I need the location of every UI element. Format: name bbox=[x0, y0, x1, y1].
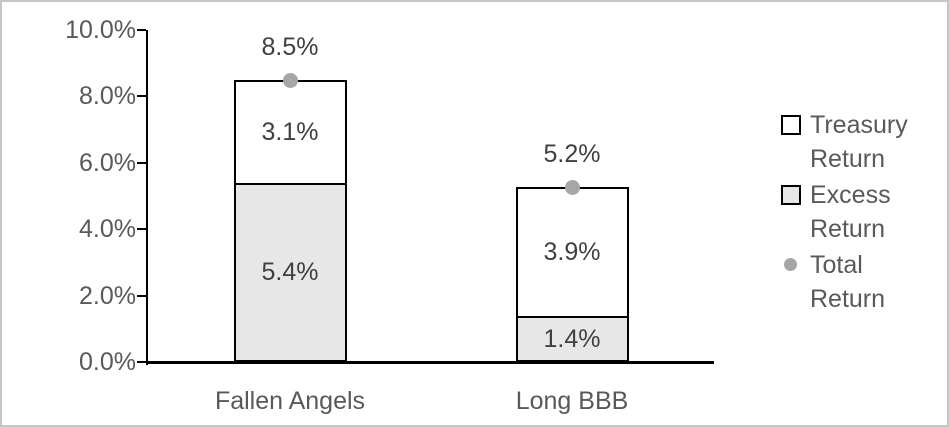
y-axis-tick bbox=[137, 228, 146, 230]
y-axis-tick bbox=[137, 162, 146, 164]
bar-segment-label: 1.4% bbox=[543, 324, 601, 353]
legend-swatch bbox=[781, 185, 801, 205]
y-axis-tick-label: 8.0% bbox=[79, 82, 136, 110]
total-return-marker bbox=[564, 180, 580, 195]
bar-segment-excess-return: 5.4% bbox=[233, 183, 347, 362]
total-return-label: 8.5% bbox=[261, 33, 319, 61]
legend-square-swatch-icon bbox=[781, 115, 801, 135]
legend-dot-swatch-icon bbox=[784, 258, 797, 271]
y-axis-tick bbox=[137, 295, 146, 297]
y-axis-tick-label: 10.0% bbox=[65, 16, 136, 44]
legend-entry-total-return: Total Return bbox=[781, 248, 947, 316]
y-axis-tick bbox=[137, 29, 146, 31]
bar-segment-treasury-return: 3.1% bbox=[233, 80, 347, 183]
legend-swatch bbox=[781, 255, 801, 275]
y-axis-tick-label: 4.0% bbox=[79, 215, 136, 243]
legend-entry-treasury-return: Treasury Return bbox=[781, 108, 947, 176]
y-axis-tick-label: 2.0% bbox=[79, 282, 136, 310]
bar-segment-treasury-return: 3.9% bbox=[515, 187, 629, 316]
x-axis-category-label: Fallen Angels bbox=[214, 387, 366, 415]
legend: Treasury Return Excess Return Total Return bbox=[781, 108, 947, 318]
total-return-marker bbox=[282, 73, 298, 88]
y-axis-line bbox=[146, 30, 148, 365]
total-return-label: 5.2% bbox=[543, 140, 601, 168]
legend-entry-label: Treasury Return bbox=[810, 111, 908, 173]
legend-entry-label: Total Return bbox=[810, 251, 886, 313]
y-axis-tick-label: 0.0% bbox=[79, 348, 136, 376]
legend-entry-label: Excess Return bbox=[810, 181, 891, 243]
bar-segment-label: 5.4% bbox=[261, 258, 319, 286]
y-axis-tick-label: 6.0% bbox=[79, 149, 136, 177]
bar-segment-label: 3.1% bbox=[261, 118, 319, 146]
x-axis-category-label: Long BBB bbox=[515, 387, 629, 415]
bar-segment-label: 3.9% bbox=[543, 238, 601, 266]
legend-square-swatch-icon bbox=[781, 185, 801, 205]
legend-swatch bbox=[781, 115, 801, 135]
x-axis-line bbox=[146, 361, 714, 364]
legend-entry-excess-return: Excess Return bbox=[781, 178, 947, 246]
y-axis-tick bbox=[137, 95, 146, 97]
bar-segment-excess-return: 1.4% bbox=[515, 316, 629, 362]
y-axis-tick bbox=[137, 361, 146, 363]
